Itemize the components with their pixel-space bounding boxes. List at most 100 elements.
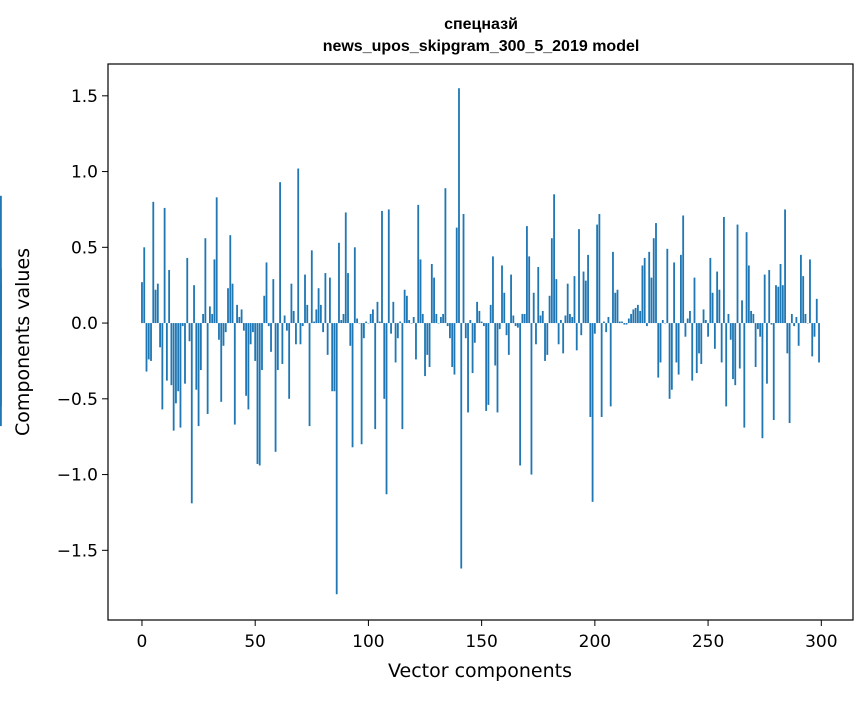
bar bbox=[195, 323, 197, 390]
bar bbox=[401, 323, 403, 429]
bar bbox=[660, 323, 662, 362]
bar bbox=[603, 322, 605, 324]
bar bbox=[524, 314, 526, 323]
bar bbox=[349, 323, 351, 346]
bar bbox=[612, 252, 614, 323]
bar bbox=[318, 288, 320, 323]
bar bbox=[229, 235, 231, 323]
bar bbox=[809, 259, 811, 323]
bar bbox=[587, 255, 589, 323]
bar bbox=[576, 323, 578, 350]
bar bbox=[712, 293, 714, 323]
bar bbox=[816, 299, 818, 323]
bar bbox=[474, 323, 476, 343]
bar bbox=[485, 323, 487, 411]
bar bbox=[739, 323, 741, 368]
bar bbox=[795, 317, 797, 323]
bar bbox=[467, 323, 469, 412]
bar bbox=[463, 214, 465, 323]
bar bbox=[225, 323, 227, 332]
bar bbox=[521, 314, 523, 323]
bar bbox=[488, 323, 490, 405]
bar bbox=[472, 323, 474, 373]
bar bbox=[490, 305, 492, 323]
bar bbox=[433, 278, 435, 323]
bar bbox=[791, 314, 793, 323]
bar bbox=[424, 323, 426, 376]
bar bbox=[764, 275, 766, 323]
bar bbox=[157, 284, 159, 323]
x-tick-label: 250 bbox=[692, 632, 724, 652]
bar bbox=[558, 323, 560, 344]
bar bbox=[689, 311, 691, 323]
bar bbox=[171, 323, 173, 385]
bar bbox=[750, 311, 752, 323]
bar bbox=[250, 323, 252, 344]
bar bbox=[743, 323, 745, 428]
bar bbox=[583, 272, 585, 324]
bar bbox=[379, 322, 381, 324]
bar bbox=[354, 247, 356, 323]
bar bbox=[748, 265, 750, 323]
bar bbox=[680, 255, 682, 323]
bar bbox=[617, 290, 619, 323]
bar bbox=[454, 323, 456, 375]
bar bbox=[773, 323, 775, 420]
bar bbox=[404, 290, 406, 323]
bar bbox=[802, 276, 804, 323]
bar bbox=[551, 238, 553, 323]
bar bbox=[614, 293, 616, 323]
bar bbox=[553, 194, 555, 323]
bar bbox=[159, 323, 161, 347]
chart-title-line-2: news_upos_skipgram_300_5_2019 model bbox=[323, 38, 640, 55]
bar bbox=[732, 323, 734, 379]
bar bbox=[413, 317, 415, 323]
bar bbox=[311, 250, 313, 323]
bar bbox=[146, 323, 148, 371]
bar bbox=[517, 323, 519, 328]
bar bbox=[632, 309, 634, 323]
bar bbox=[254, 323, 256, 361]
bar bbox=[460, 323, 462, 568]
bar bbox=[180, 323, 182, 428]
bar bbox=[374, 323, 376, 429]
bar bbox=[531, 323, 533, 475]
bar bbox=[789, 323, 791, 423]
bar bbox=[578, 229, 580, 323]
y-tick-label: 1.5 bbox=[71, 87, 98, 107]
bar bbox=[395, 323, 397, 362]
bar bbox=[241, 309, 243, 323]
x-tick-label: 200 bbox=[579, 632, 611, 652]
bar bbox=[469, 320, 471, 323]
bar bbox=[420, 259, 422, 323]
bar bbox=[544, 323, 546, 361]
y-tick-label: 0.0 bbox=[71, 314, 98, 334]
bar bbox=[642, 265, 644, 323]
x-tick-label: 150 bbox=[465, 632, 497, 652]
bar bbox=[589, 323, 591, 417]
bar bbox=[336, 323, 338, 594]
bar bbox=[635, 308, 637, 323]
bar bbox=[198, 323, 200, 426]
x-tick-label: 300 bbox=[805, 632, 837, 652]
x-axis-label: Vector components bbox=[388, 660, 572, 682]
bar bbox=[245, 323, 247, 396]
bar bbox=[696, 323, 698, 373]
bar bbox=[594, 323, 596, 334]
bar bbox=[270, 323, 272, 352]
bar bbox=[685, 323, 687, 337]
bar bbox=[263, 296, 265, 323]
bar bbox=[571, 317, 573, 323]
bar bbox=[716, 272, 718, 324]
bar bbox=[585, 281, 587, 323]
bar bbox=[637, 305, 639, 323]
bar bbox=[757, 323, 759, 329]
bar bbox=[478, 311, 480, 323]
bar bbox=[569, 314, 571, 323]
bar bbox=[675, 323, 677, 362]
y-tick-label: −0.5 bbox=[57, 390, 98, 410]
bar bbox=[458, 88, 460, 323]
bar bbox=[519, 323, 521, 465]
